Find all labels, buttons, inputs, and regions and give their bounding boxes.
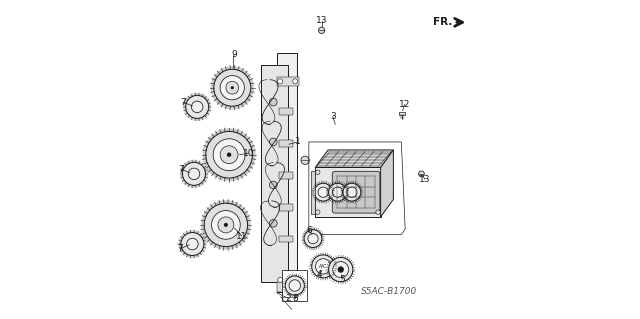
Text: 13: 13 xyxy=(316,16,327,25)
Circle shape xyxy=(308,234,318,244)
Circle shape xyxy=(376,210,380,214)
Circle shape xyxy=(328,257,353,282)
Circle shape xyxy=(318,187,328,197)
Circle shape xyxy=(328,183,346,201)
Text: 4: 4 xyxy=(316,271,322,279)
Circle shape xyxy=(332,187,342,197)
Circle shape xyxy=(285,276,305,295)
Circle shape xyxy=(187,238,198,250)
Text: 1: 1 xyxy=(295,137,301,146)
Circle shape xyxy=(319,27,324,33)
Circle shape xyxy=(212,211,240,239)
Circle shape xyxy=(304,230,322,248)
Circle shape xyxy=(312,255,335,278)
Bar xyxy=(282,270,307,301)
Text: 7: 7 xyxy=(179,165,184,174)
Circle shape xyxy=(278,277,283,283)
Circle shape xyxy=(316,170,320,174)
Text: 10: 10 xyxy=(243,149,254,158)
Polygon shape xyxy=(316,167,381,217)
Text: 8: 8 xyxy=(292,294,298,303)
Circle shape xyxy=(269,138,277,146)
Circle shape xyxy=(214,69,251,106)
Circle shape xyxy=(333,262,349,278)
Bar xyxy=(399,112,405,115)
Circle shape xyxy=(292,277,298,283)
Circle shape xyxy=(314,183,332,201)
Circle shape xyxy=(211,66,254,109)
Bar xyxy=(312,171,316,214)
Circle shape xyxy=(316,210,320,214)
Text: 9: 9 xyxy=(231,50,237,59)
Circle shape xyxy=(183,93,211,121)
Circle shape xyxy=(419,171,424,177)
Text: 6: 6 xyxy=(306,226,312,235)
Circle shape xyxy=(186,95,209,118)
Circle shape xyxy=(220,76,244,100)
Bar xyxy=(278,204,293,211)
Circle shape xyxy=(347,187,357,197)
Circle shape xyxy=(218,217,234,233)
Circle shape xyxy=(269,98,277,106)
Circle shape xyxy=(337,266,344,273)
Circle shape xyxy=(204,203,248,247)
Circle shape xyxy=(316,259,331,274)
Text: 3: 3 xyxy=(330,112,335,121)
Bar xyxy=(278,108,293,115)
Bar xyxy=(278,140,293,147)
Circle shape xyxy=(301,156,309,165)
Bar xyxy=(278,172,293,179)
Text: FR.: FR. xyxy=(433,17,452,27)
Text: 7: 7 xyxy=(180,98,186,107)
Circle shape xyxy=(182,162,205,185)
Circle shape xyxy=(180,160,208,188)
Text: S5AC-B1700: S5AC-B1700 xyxy=(360,287,417,296)
Circle shape xyxy=(201,200,251,250)
Circle shape xyxy=(191,101,203,113)
Circle shape xyxy=(224,223,228,227)
Polygon shape xyxy=(277,53,297,292)
Circle shape xyxy=(269,181,277,189)
Circle shape xyxy=(292,79,298,84)
Text: A/C: A/C xyxy=(319,264,328,269)
Circle shape xyxy=(343,183,361,201)
Circle shape xyxy=(179,230,207,258)
Circle shape xyxy=(213,139,245,171)
Text: 7: 7 xyxy=(177,244,183,253)
Bar xyxy=(277,77,299,86)
FancyBboxPatch shape xyxy=(332,171,380,213)
Polygon shape xyxy=(381,150,394,217)
Text: 5: 5 xyxy=(339,275,345,284)
Circle shape xyxy=(203,128,255,181)
Text: 2: 2 xyxy=(285,294,291,303)
Text: 12: 12 xyxy=(399,100,410,109)
Bar xyxy=(277,282,299,292)
Text: 11: 11 xyxy=(236,232,248,241)
Polygon shape xyxy=(316,150,394,167)
Circle shape xyxy=(220,146,238,164)
Circle shape xyxy=(181,233,204,256)
Circle shape xyxy=(289,280,301,291)
Circle shape xyxy=(227,152,231,157)
Text: 13: 13 xyxy=(419,175,430,184)
Circle shape xyxy=(269,219,277,227)
Polygon shape xyxy=(261,65,289,282)
Bar xyxy=(278,236,293,242)
Circle shape xyxy=(206,131,252,178)
Circle shape xyxy=(230,86,234,89)
Circle shape xyxy=(188,168,200,180)
Circle shape xyxy=(226,81,239,94)
Circle shape xyxy=(278,79,283,84)
